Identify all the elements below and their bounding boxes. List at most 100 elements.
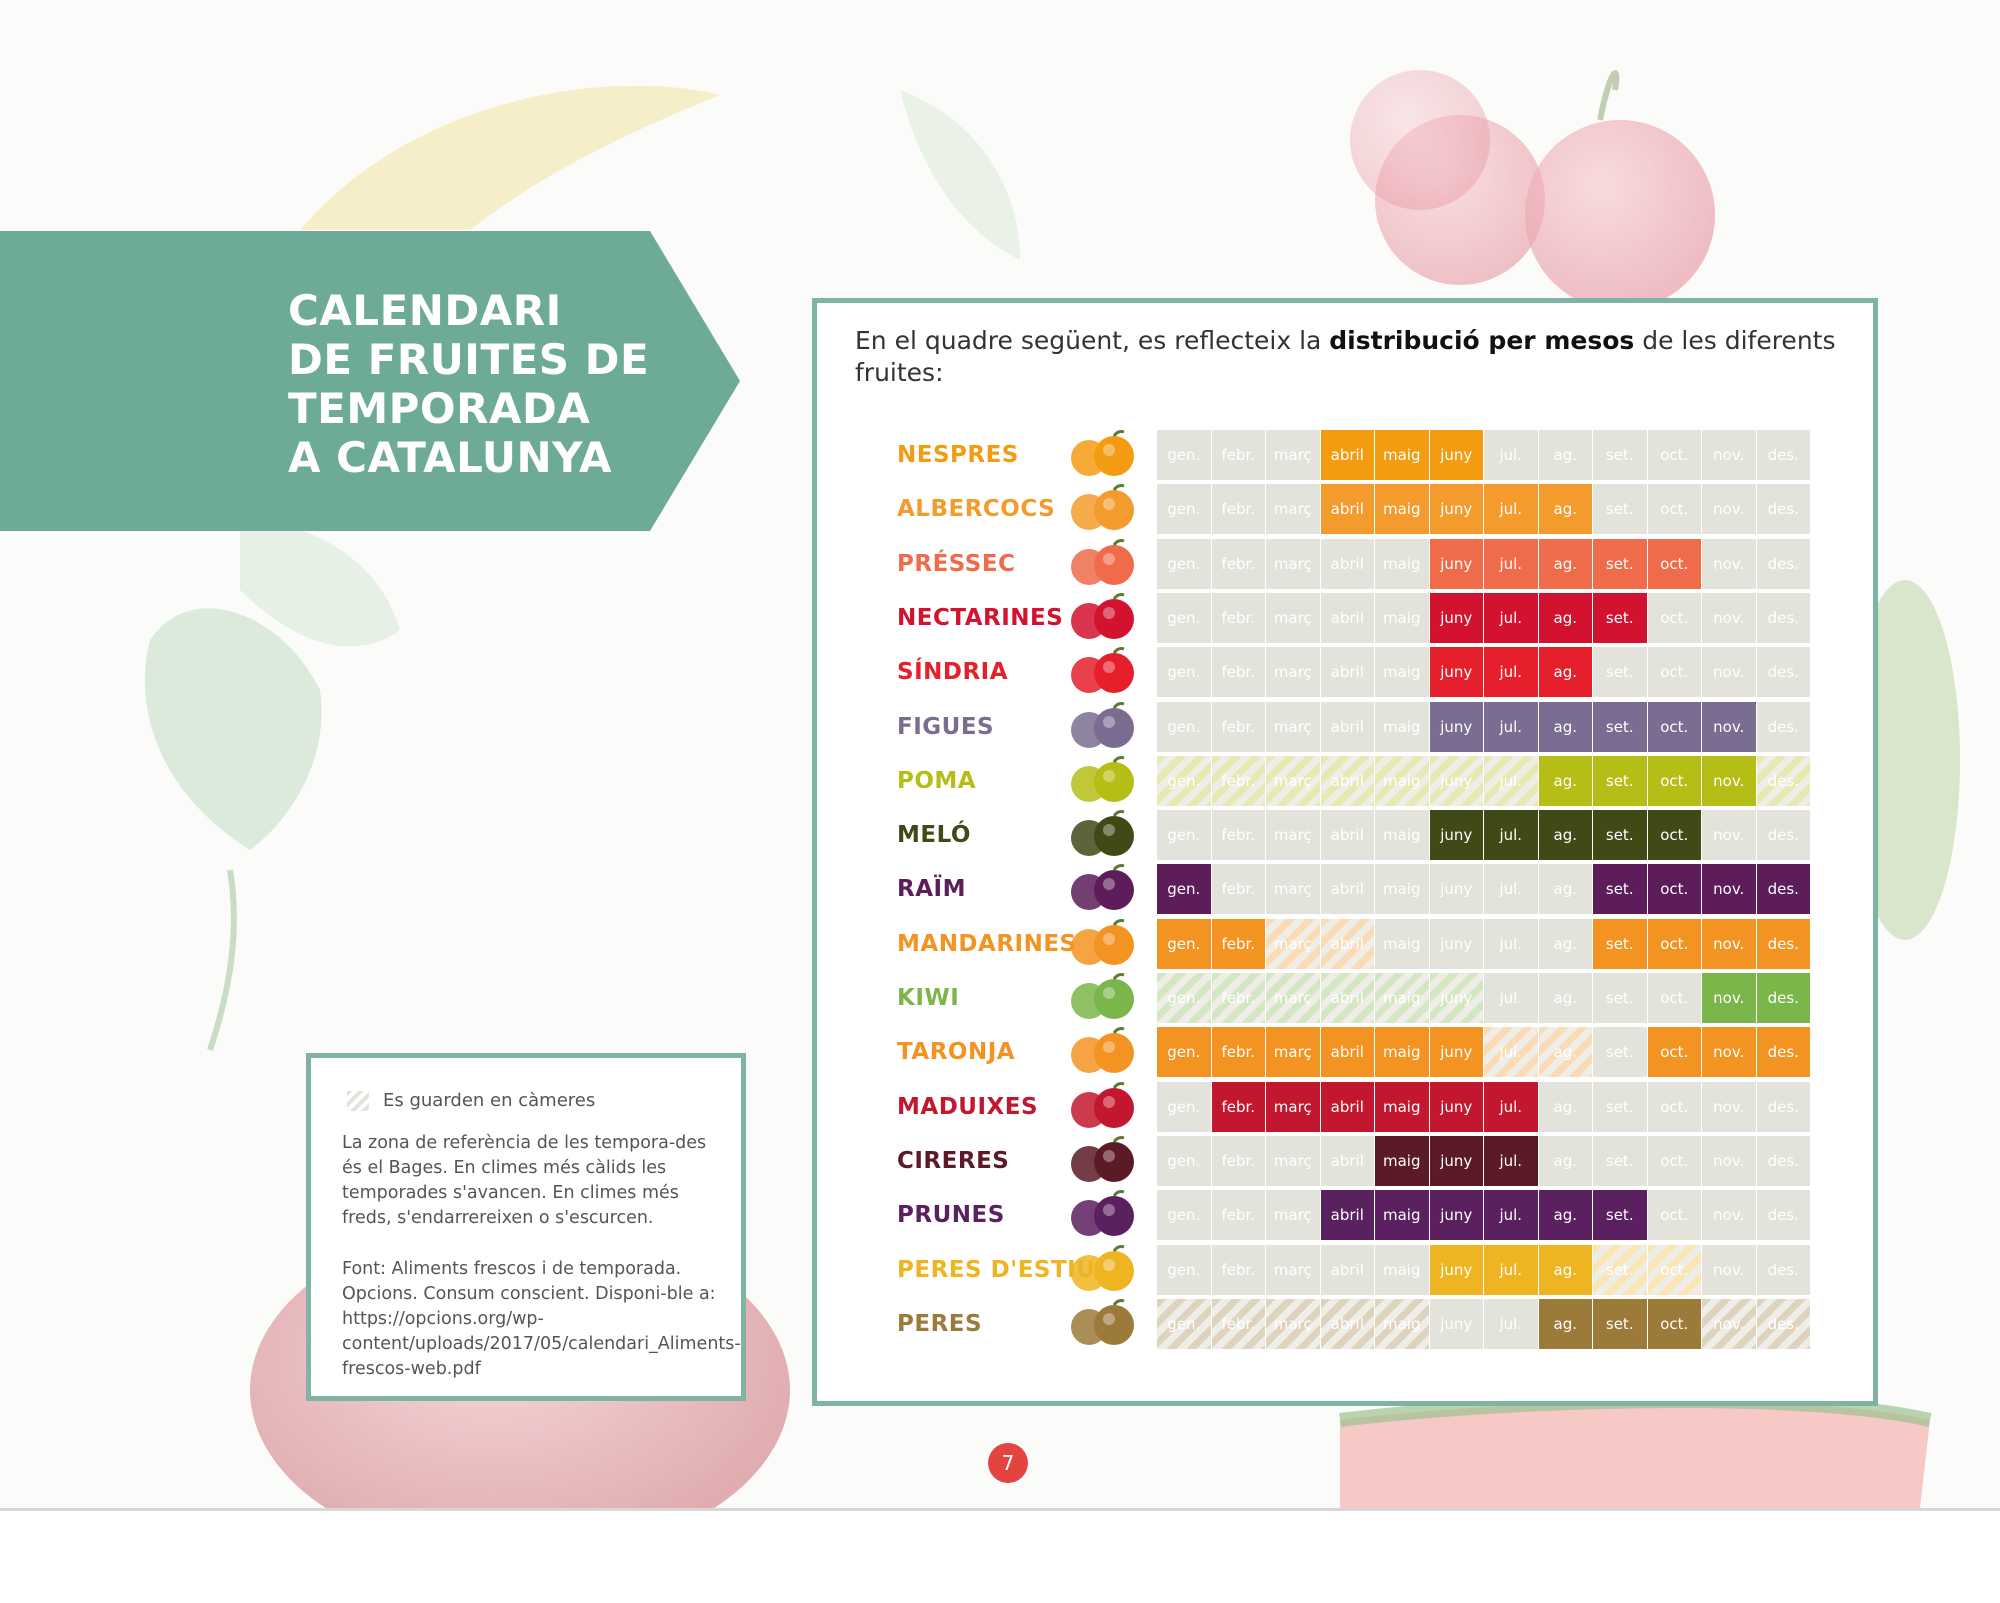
- month-cell-off-season: març: [1266, 864, 1321, 915]
- month-cell-stored: abril: [1320, 973, 1375, 1023]
- month-cell-in-season: ag.: [1538, 1190, 1593, 1241]
- calendar-row: RAÏM gen. febr. març abril maig juny jul. ag. set…: [817, 864, 1877, 915]
- fruit-name: KIWI: [897, 985, 960, 1011]
- month-cell-stored: gen.: [1157, 973, 1212, 1023]
- month-cell-in-season: nov.: [1702, 918, 1757, 969]
- month-cell-off-season: oct.: [1647, 647, 1702, 698]
- month-cell-off-season: des.: [1756, 1190, 1811, 1241]
- month-cell-off-season: març: [1266, 484, 1321, 535]
- month-cell-off-season: des.: [1756, 592, 1811, 643]
- month-cell-off-season: nov.: [1702, 1081, 1757, 1132]
- month-cell-off-season: nov.: [1702, 430, 1757, 480]
- month-cell-in-season: maig: [1375, 1135, 1430, 1186]
- month-cell-off-season: jul.: [1484, 430, 1539, 480]
- month-cell-in-season: febr.: [1211, 1027, 1266, 1078]
- month-cell-in-season: abril: [1320, 430, 1375, 480]
- month-cell-in-season: abril: [1320, 1190, 1375, 1241]
- month-cell-in-season: jul.: [1484, 647, 1539, 698]
- month-cell-off-season: abril: [1320, 810, 1375, 861]
- month-cell-off-season: febr.: [1211, 1135, 1266, 1186]
- kiwi-icon: [1059, 971, 1149, 1025]
- month-cell-off-season: oct.: [1647, 973, 1702, 1023]
- month-cell-in-season: nov.: [1702, 1027, 1757, 1078]
- month-cell-off-season: oct.: [1647, 592, 1702, 643]
- page-bottom-edge: [0, 1508, 2000, 1603]
- month-cell-off-season: gen.: [1157, 701, 1212, 752]
- month-cell-in-season: abril: [1320, 1027, 1375, 1078]
- month-cell-in-season: oct.: [1647, 538, 1702, 589]
- month-cell-off-season: febr.: [1211, 538, 1266, 589]
- loquat-icon: [1059, 428, 1149, 482]
- source-note: Font: Aliments frescos i de temporada. O…: [342, 1259, 741, 1379]
- fruit-name: CIRERES: [897, 1147, 1010, 1174]
- month-cell-in-season: gen.: [1157, 1027, 1212, 1078]
- month-cell-off-season: gen.: [1157, 430, 1212, 480]
- month-cell-in-season: des.: [1756, 1027, 1811, 1078]
- orange-icon: [1059, 1025, 1149, 1079]
- cherry-icon: [1059, 1134, 1149, 1188]
- month-cell-in-season: juny: [1429, 538, 1484, 589]
- calendar-panel: En el quadre següent, es reflecteix la d…: [812, 298, 1878, 1406]
- summer-pear-icon: [1059, 1243, 1149, 1297]
- fruit-name: MADUIXES: [897, 1093, 1039, 1120]
- fruit-name: POMA: [897, 767, 977, 794]
- month-cell-in-season: juny: [1429, 1081, 1484, 1132]
- month-cell-off-season: febr.: [1211, 1244, 1266, 1295]
- month-cell-in-season: oct.: [1647, 1298, 1702, 1349]
- intro-text-end: de les diferents fruites:: [855, 326, 1836, 387]
- month-cells: gen. febr. març abril maig juny jul. ag. set. oct…: [1157, 1135, 1811, 1186]
- month-cell-in-season: nov.: [1702, 701, 1757, 752]
- month-cell-off-season: maig: [1375, 647, 1430, 698]
- fruit-name: NECTARINES: [897, 604, 1064, 631]
- month-cells: gen. febr. març abril maig juny jul. ag. set. oct…: [1157, 1298, 1811, 1349]
- month-cell-off-season: des.: [1756, 701, 1811, 752]
- calendar-row: KIWI gen. febr. març abril maig juny jul. ag. set…: [817, 973, 1877, 1023]
- month-cell-in-season: juny: [1429, 484, 1484, 535]
- month-cell-off-season: juny: [1429, 864, 1484, 915]
- month-cell-in-season: set.: [1593, 701, 1648, 752]
- month-cell-in-season: ag.: [1538, 538, 1593, 589]
- month-cell-off-season: des.: [1756, 484, 1811, 535]
- month-cell-stored: ag.: [1538, 1027, 1593, 1078]
- month-cell-off-season: ag.: [1538, 1081, 1593, 1132]
- calendar-row: NECTARINES gen. febr. març abril maig juny jul.…: [817, 591, 1877, 645]
- melon-icon: [1059, 808, 1149, 862]
- month-cell-off-season: jul.: [1484, 1298, 1539, 1349]
- month-cell-in-season: des.: [1756, 864, 1811, 915]
- month-cell-off-season: març: [1266, 810, 1321, 861]
- fruit-name: PERES D'ESTIU: [897, 1256, 1096, 1283]
- month-cell-stored: oct.: [1647, 1244, 1702, 1295]
- calendar-row: ALBERCOCS gen. febr. març abril maig juny jul. a…: [817, 484, 1877, 535]
- month-cell-in-season: abril: [1320, 484, 1375, 535]
- month-cell-off-season: jul.: [1484, 864, 1539, 915]
- month-cell-off-season: març: [1266, 430, 1321, 480]
- month-cell-in-season: set.: [1593, 810, 1648, 861]
- month-cell-off-season: set.: [1593, 1027, 1648, 1078]
- month-cell-off-season: jul.: [1484, 918, 1539, 969]
- fruit-name: NESPRES: [897, 442, 1019, 468]
- month-cell-in-season: ag.: [1538, 647, 1593, 698]
- fruit-name: PRÉSSEC: [897, 550, 1016, 577]
- month-cell-off-season: maig: [1375, 1244, 1430, 1295]
- month-cell-in-season: oct.: [1647, 701, 1702, 752]
- notes-box: Es guarden en càmeres La zona de referèn…: [306, 1053, 746, 1401]
- title-banner: [0, 231, 740, 531]
- month-cell-off-season: febr.: [1211, 647, 1266, 698]
- month-cell-off-season: març: [1266, 592, 1321, 643]
- month-cell-off-season: set.: [1593, 1081, 1648, 1132]
- intro-text-start: En el quadre següent, es reflecteix la: [855, 326, 1330, 355]
- month-cell-stored: des.: [1756, 755, 1811, 806]
- fruit-name: PERES: [897, 1310, 983, 1337]
- month-cell-in-season: juny: [1429, 592, 1484, 643]
- month-cell-in-season: ag.: [1538, 1244, 1593, 1295]
- month-cell-in-season: jul.: [1484, 1244, 1539, 1295]
- nectarine-icon: [1059, 591, 1149, 645]
- month-cells: gen. febr. març abril maig juny jul. ag. set. oct…: [1157, 538, 1811, 589]
- month-cell-in-season: maig: [1375, 430, 1430, 480]
- month-cell-in-season: jul.: [1484, 1190, 1539, 1241]
- calendar-row: MANDARINES gen. febr. març abril maig juny jul.…: [817, 918, 1877, 969]
- strawberry-icon: [1059, 1080, 1149, 1134]
- month-cell-off-season: març: [1266, 538, 1321, 589]
- month-cell-off-season: abril: [1320, 538, 1375, 589]
- month-cell-off-season: oct.: [1647, 1081, 1702, 1132]
